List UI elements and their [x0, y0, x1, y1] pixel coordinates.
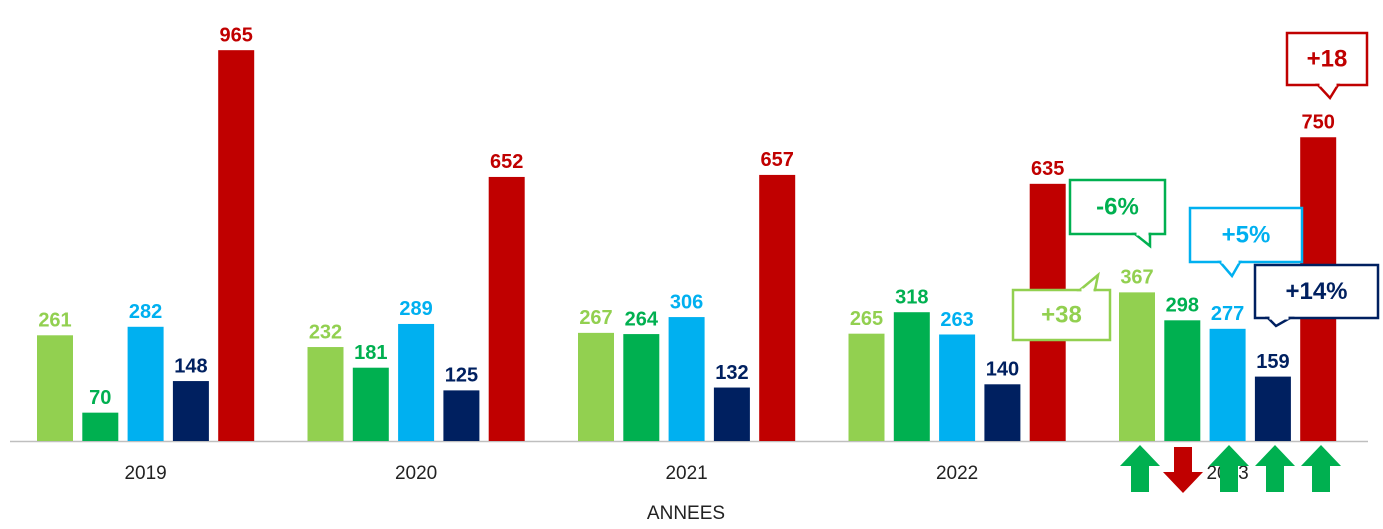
- bar: [623, 334, 660, 441]
- x-tick-label: 2021: [665, 463, 707, 484]
- bar: [984, 384, 1021, 441]
- bar: [848, 333, 885, 441]
- x-tick-label: 2019: [124, 463, 166, 484]
- callout-text: +14%: [1285, 278, 1347, 305]
- value-label: 132: [715, 362, 748, 384]
- bar: [893, 312, 930, 441]
- arrow-down: [1163, 447, 1203, 493]
- bar: [307, 347, 344, 441]
- arrow-up: [1255, 445, 1295, 492]
- value-label: 263: [940, 309, 973, 331]
- value-label: 318: [895, 286, 928, 308]
- callout-box: [1188, 206, 1304, 264]
- bar: [82, 412, 119, 441]
- value-label: 306: [670, 291, 703, 313]
- callout-text: +5%: [1222, 221, 1271, 248]
- bar: [352, 367, 389, 441]
- callout-text: +38: [1041, 301, 1082, 328]
- x-axis-label: ANNEES: [647, 503, 725, 524]
- value-label: 965: [220, 24, 253, 46]
- bar: [1254, 376, 1291, 441]
- value-label: 70: [89, 387, 111, 409]
- arrow-up: [1120, 445, 1160, 492]
- value-label: 140: [986, 359, 1019, 381]
- bar: [713, 387, 750, 441]
- bar: [668, 317, 705, 441]
- callout-tail: [1217, 260, 1243, 279]
- arrow-up: [1209, 445, 1249, 492]
- value-label: 282: [129, 301, 162, 323]
- value-label: 267: [579, 307, 612, 329]
- value-label: 657: [761, 149, 794, 171]
- bar: [218, 50, 255, 442]
- value-label: 264: [625, 308, 659, 330]
- value-label: 265: [850, 308, 883, 330]
- callout-tail: [1076, 271, 1100, 292]
- callout-tail: [1131, 232, 1152, 249]
- value-label: 125: [445, 365, 478, 387]
- bar: [939, 334, 976, 441]
- bar: [398, 323, 435, 441]
- bar: [578, 332, 614, 441]
- value-label: 652: [490, 151, 523, 173]
- value-label: 750: [1302, 112, 1335, 134]
- value-label: 261: [38, 310, 71, 332]
- value-label: 298: [1166, 295, 1199, 317]
- callout-text: +18: [1307, 45, 1348, 72]
- callout-text: -6%: [1096, 193, 1139, 220]
- value-label: 181: [354, 342, 387, 364]
- x-tick-label: 2020: [395, 463, 437, 484]
- value-label: 367: [1120, 267, 1153, 289]
- trend-arrows: [1120, 445, 1341, 493]
- callout-box: [1285, 31, 1369, 87]
- arrow-up: [1301, 445, 1341, 492]
- bar: [1209, 328, 1246, 441]
- callout-box: [1011, 288, 1112, 342]
- value-label: 232: [309, 321, 342, 343]
- bar: [759, 174, 796, 442]
- x-tick-label: 2022: [936, 463, 978, 484]
- value-label: 635: [1031, 158, 1064, 180]
- value-label: 289: [399, 298, 432, 320]
- bar: [37, 335, 73, 441]
- callout-box: [1253, 263, 1380, 320]
- callout-box: [1068, 178, 1167, 236]
- bar: [488, 176, 525, 441]
- value-label: 277: [1211, 303, 1244, 325]
- bar: [443, 390, 480, 441]
- bar: [1164, 320, 1201, 441]
- value-label: 159: [1256, 351, 1289, 373]
- bar: [1119, 292, 1155, 441]
- bar: [127, 326, 164, 441]
- callout-tail: [1315, 83, 1341, 101]
- bar: [172, 381, 209, 441]
- value-label: 148: [174, 355, 207, 377]
